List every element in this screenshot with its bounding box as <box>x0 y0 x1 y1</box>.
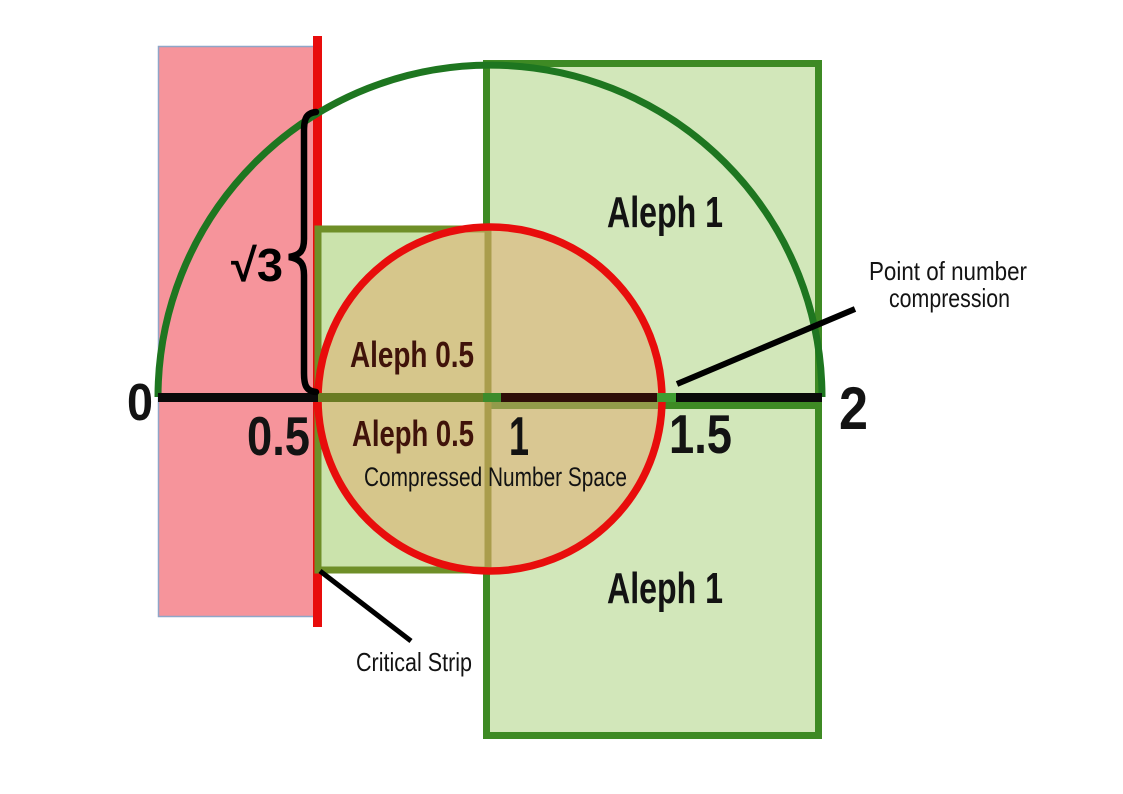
number-line-segment-15-to-2 <box>676 393 822 402</box>
tick-label-1: 1 <box>509 405 529 467</box>
tick-label-2: 2 <box>839 375 868 442</box>
tick-label-1_5: 1.5 <box>669 403 732 465</box>
tick-label-0: 0 <box>127 374 153 432</box>
number-line-segment-0-to-05 <box>158 393 318 402</box>
number-line-mark-at-15 <box>657 393 676 402</box>
sqrt3-label: √3 <box>231 239 283 291</box>
number-line-segment-1-to-15 <box>501 393 657 402</box>
sqrt3-brace <box>288 108 320 396</box>
semicircle-arc <box>154 61 826 398</box>
aleph1-top-label: Aleph 1 <box>607 188 723 237</box>
compression-annotation-line2: compression <box>889 283 1010 313</box>
critical-strip-pointer-line <box>318 569 413 643</box>
critical-strip-label: Critical Strip <box>356 647 472 677</box>
aleph05-lower-label: Aleph 0.5 <box>352 413 474 454</box>
tick-label-0_5: 0.5 <box>247 405 310 467</box>
compression-annotation-line1: Point of number <box>869 256 1027 286</box>
number-line-segment-05-to-1 <box>318 393 483 402</box>
critical-strip-rect <box>157 45 318 618</box>
number-line-mark-at-1 <box>483 393 501 402</box>
aleph1-bottom-label: Aleph 1 <box>607 564 723 613</box>
aleph05-upper-label: Aleph 0.5 <box>350 334 474 375</box>
compressed-space-label: Compressed Number Space <box>364 462 627 492</box>
compression-pointer-line <box>675 306 857 387</box>
